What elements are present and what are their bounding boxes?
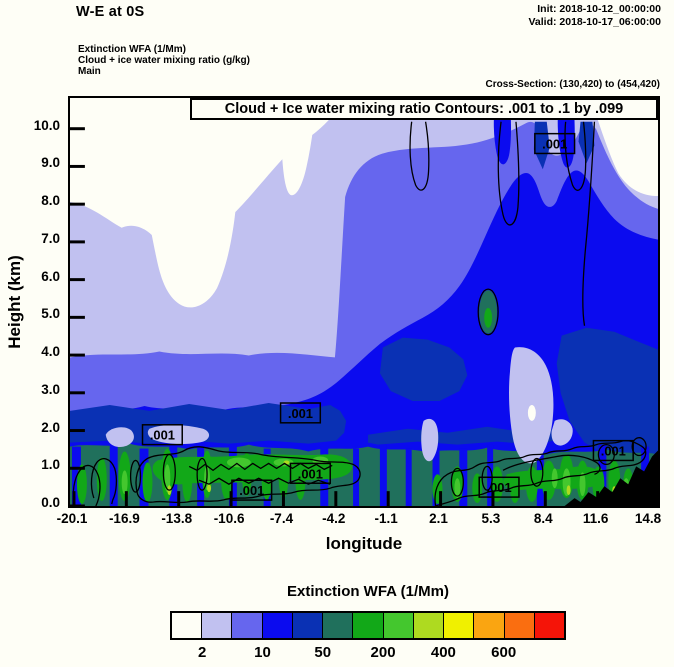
colorbar-cell — [172, 613, 203, 638]
colorbar-tick-label: 2 — [197, 644, 207, 661]
colorbar — [170, 611, 566, 640]
terrain-silhouette — [564, 450, 658, 506]
field-legend: Extinction WFA (1/Mm) Cloud + ice water … — [78, 44, 250, 77]
colorbar-cell — [323, 613, 354, 638]
contour-label: .001 — [534, 132, 576, 155]
y-tick-label: 0.0 — [41, 495, 60, 510]
contour-label: .001 — [231, 479, 273, 501]
contour-label: .001 — [279, 402, 322, 424]
colorbar-cell — [504, 613, 535, 638]
x-tick-label: -16.9 — [108, 511, 140, 526]
colorbar-cell — [353, 613, 384, 638]
colorbar-title: Extinction WFA (1/Mm) — [287, 583, 449, 600]
svg-text:.001: .001 — [487, 480, 512, 495]
colorbar-tick-label: 50 — [314, 644, 332, 661]
x-tick-label: -10.6 — [213, 511, 245, 526]
x-tick-label: -20.1 — [56, 511, 88, 526]
svg-text:.001: .001 — [601, 444, 626, 459]
y-tick-label: 3.0 — [41, 381, 60, 397]
svg-text:.001: .001 — [542, 137, 567, 152]
y-tick-label: 6.0 — [41, 268, 60, 284]
plot-frame: .001 .001 .001 .001 .001 .001 .001 Cloud + Ice… — [68, 96, 660, 508]
svg-text:.001: .001 — [288, 406, 313, 421]
y-tick-label: 7.0 — [41, 230, 60, 246]
x-tick-label: 2.1 — [429, 511, 448, 526]
colorbar-cell — [202, 613, 233, 638]
colorbar-cell — [292, 613, 324, 638]
x-tick-label: 11.6 — [582, 511, 609, 526]
svg-text:.001: .001 — [239, 483, 264, 498]
y-tick-label: 8.0 — [41, 193, 60, 209]
contour-label: .001 — [592, 439, 634, 462]
cross-section-plot: .001 .001 .001 .001 .001 .001 .001 — [70, 98, 658, 506]
colorbar-tick-labels: 2 10 50 200 400 600 — [172, 644, 564, 661]
contour-label: .001 — [141, 424, 183, 446]
colorbar-tick-label: 600 — [491, 644, 517, 661]
colorbar-tick-label: 10 — [254, 644, 271, 661]
y-tick-label: 5.0 — [41, 306, 60, 322]
x-tick-label: -7.4 — [269, 511, 294, 526]
colorbar-cell — [383, 613, 414, 638]
colorbar-cell — [444, 613, 475, 638]
x-tick-label: 8.4 — [533, 511, 553, 526]
axis-tick-marks — [70, 127, 652, 506]
x-tick-label: -4.2 — [322, 511, 346, 526]
x-tick-label: -13.8 — [161, 511, 193, 526]
contour-label: .001 — [289, 462, 331, 484]
field-fill-layers — [70, 98, 658, 506]
x-tick-label: -1.1 — [374, 511, 398, 526]
run-timestamps: Init: 2018-10-12_00:00:00 Valid: 2018-10… — [528, 3, 661, 29]
cross-section-label: Cross-Section: (130,420) to (454,420) — [485, 79, 660, 90]
valid-timestamp: Valid: 2018-10-17_06:00:00 — [528, 16, 661, 28]
y-tick-label: 10.0 — [33, 117, 60, 133]
y-tick-label: 9.0 — [41, 155, 60, 171]
svg-text:.001: .001 — [150, 428, 175, 443]
x-axis-label: longitude — [325, 534, 403, 553]
y-tick-label: 2.0 — [41, 419, 60, 435]
contour-labels: .001 .001 .001 .001 .001 .001 .001 — [141, 132, 634, 501]
field-line-extinction: Extinction WFA (1/Mm) — [78, 44, 186, 55]
colorbar-cell — [262, 613, 293, 638]
colorbar-tick-label: 200 — [370, 644, 396, 661]
colorbar-cell — [474, 613, 505, 638]
x-tick-label: 14.8 — [634, 511, 662, 526]
y-tick-label: 1.0 — [41, 457, 60, 473]
colorbar-cell — [534, 613, 565, 638]
colorbar-cell — [413, 613, 445, 638]
field-line-domain: Main — [78, 66, 101, 77]
init-timestamp: Init: 2018-10-12_00:00:00 — [537, 3, 661, 15]
page-title: W-E at 0S — [76, 4, 145, 20]
colorbar-tick-label: 400 — [430, 644, 456, 661]
plot-title-box: Cloud + Ice water mixing ratio Contours:… — [190, 98, 658, 120]
contour-label: .001 — [478, 476, 520, 498]
field-line-mixing-ratio: Cloud + ice water mixing ratio (g/kg) — [78, 55, 250, 66]
y-tick-label: 4.0 — [41, 344, 60, 360]
x-tick-label: 5.3 — [481, 511, 501, 526]
colorbar-cell — [232, 613, 263, 638]
svg-text:.001: .001 — [298, 466, 323, 481]
